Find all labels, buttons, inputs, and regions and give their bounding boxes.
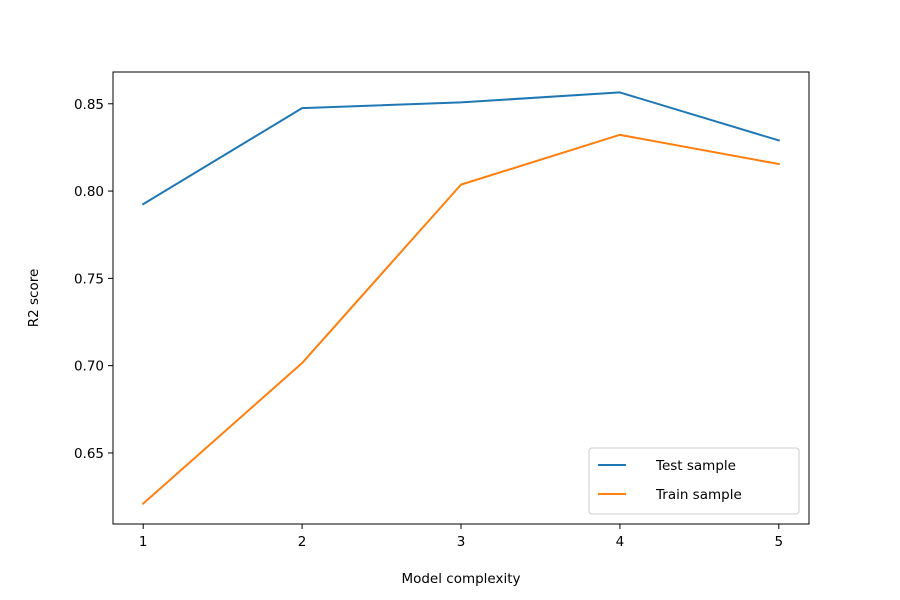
y-tick-label: 0.75 [74,271,104,287]
y-tick-label: 0.80 [74,184,104,200]
y-tick-label: 0.65 [74,446,104,462]
legend-box [588,447,800,515]
x-tick-label: 4 [616,534,625,550]
y-tick-label: 0.85 [74,97,104,113]
x-axis-ticks: 1 2 3 4 5 [139,524,783,550]
y-axis-ticks: 0.65 0.70 0.75 0.80 0.85 [74,97,113,462]
x-tick-label: 2 [298,534,307,550]
series-line-2 [141,133,780,505]
x-tick-label: 5 [775,534,784,550]
legend-label: Test sample [655,458,736,474]
x-axis-label: Model complexity [401,571,520,587]
y-axis-label: R2 score [26,269,42,328]
plot-lines [141,91,781,505]
y-tick-label: 0.70 [74,359,104,375]
x-tick-label: 1 [139,534,148,550]
x-tick-label: 3 [457,534,466,550]
legend: Test sample Train sample [588,447,800,515]
legend-label: Train sample [655,487,742,503]
series-line-1 [141,91,781,206]
